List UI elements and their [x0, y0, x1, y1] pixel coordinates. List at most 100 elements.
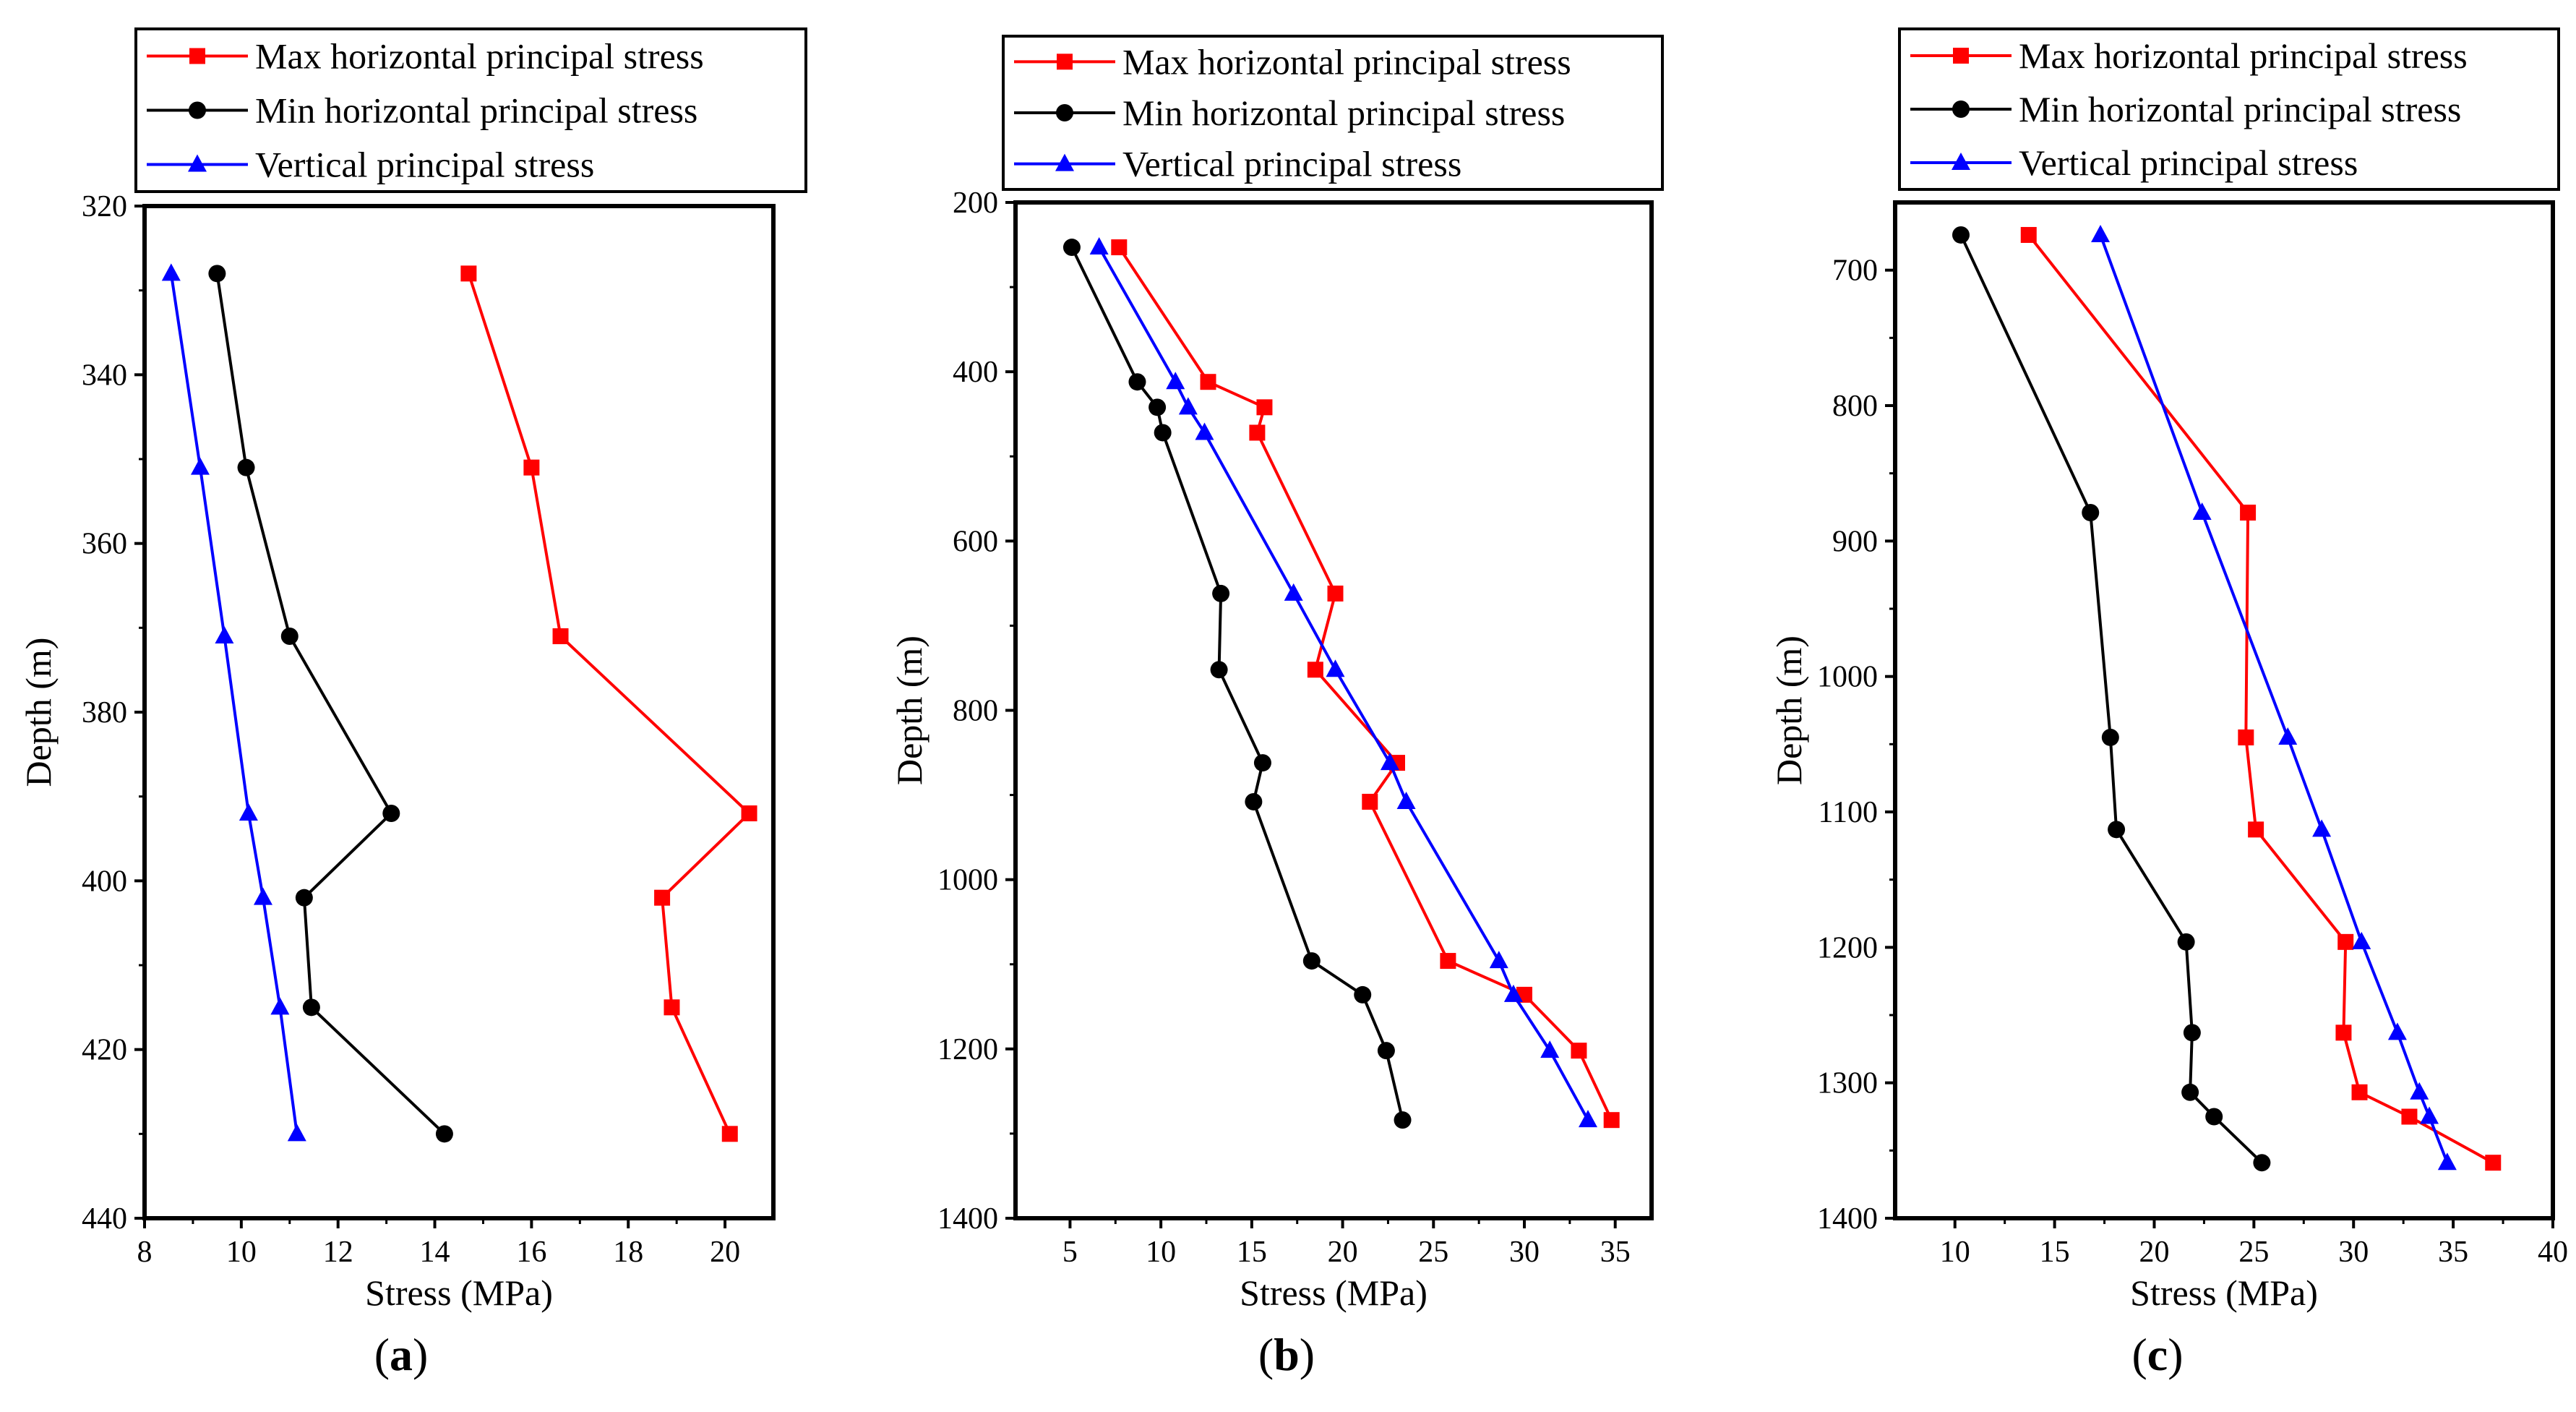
data-point-min — [2108, 821, 2126, 839]
series-line-max — [2027, 234, 2494, 1164]
y-tick-label: 900 — [1832, 525, 1878, 558]
panel-label: (c) — [2131, 1329, 2183, 1380]
y-tick-label: 1400 — [937, 1202, 998, 1236]
data-point-max — [1307, 662, 1323, 678]
data-point-min — [295, 889, 313, 907]
legend-label-vert: Vertical principal stress — [2019, 142, 2358, 183]
legend-marker-max — [1057, 54, 1073, 70]
y-tick-label: 700 — [1832, 254, 1878, 288]
x-tick-label: 25 — [1418, 1236, 1448, 1269]
data-point-vert — [239, 803, 258, 821]
data-point-vert — [161, 263, 181, 281]
series-vert — [1089, 237, 1597, 1128]
x-tick-label: 40 — [2538, 1236, 2568, 1269]
data-point-max — [1362, 793, 1378, 810]
x-tick-label: 18 — [613, 1236, 643, 1269]
data-point-vert — [1178, 397, 1198, 415]
series-min — [1952, 226, 2271, 1172]
y-tick-label: 600 — [953, 525, 998, 558]
legend-label-max: Max horizontal principal stress — [1122, 41, 1571, 82]
data-point-min — [1377, 1042, 1395, 1060]
data-point-max — [2401, 1108, 2418, 1125]
data-point-max — [1603, 1112, 1620, 1129]
y-tick-label: 440 — [82, 1202, 127, 1236]
data-point-vert — [2387, 1022, 2407, 1040]
y-tick-label: 1300 — [1817, 1067, 1878, 1100]
data-point-vert — [2352, 931, 2371, 949]
y-tick-label: 380 — [82, 696, 127, 729]
data-point-max — [1111, 239, 1128, 256]
legend-label-vert: Vertical principal stress — [1122, 144, 1461, 184]
series-line-max — [1117, 246, 1613, 1121]
series-vert — [161, 263, 306, 1142]
data-point-min — [1154, 424, 1172, 442]
data-point-vert — [2420, 1106, 2439, 1124]
y-tick-label: 400 — [82, 865, 127, 898]
plot-frame — [1013, 200, 1654, 1220]
panel-a: 8 10 12 14 16 18 20 320 340 360 380 400 420 440 Stress… — [18, 27, 807, 1380]
legend-marker-max — [189, 48, 205, 64]
series-line-min — [1959, 234, 2263, 1164]
y-axis-label: Depth (m) — [889, 636, 929, 785]
legend-label-vert: Vertical principal stress — [255, 145, 594, 185]
x-axis-label: Stress (MPa) — [2130, 1272, 2318, 1313]
data-point-max — [2240, 504, 2257, 521]
data-point-vert — [2091, 224, 2111, 242]
data-point-min — [1210, 661, 1228, 679]
data-point-min — [2101, 728, 2119, 746]
data-point-min — [2205, 1108, 2223, 1126]
series-line-max — [467, 273, 752, 1135]
data-point-min — [435, 1125, 453, 1143]
panel-label: (a) — [374, 1329, 429, 1380]
data-point-min — [1302, 952, 1321, 970]
data-point-vert — [270, 997, 290, 1015]
data-point-vert — [1089, 237, 1109, 255]
y-axis-label: Depth (m) — [18, 638, 59, 787]
data-point-vert — [2192, 502, 2212, 520]
y-axis-label: Depth (m) — [1769, 636, 1809, 785]
data-point-min — [382, 805, 400, 822]
plot-frame — [142, 204, 776, 1220]
data-point-max — [1256, 399, 1273, 416]
x-tick-label: 20 — [1328, 1236, 1358, 1269]
legend-label-min: Min horizontal principal stress — [2019, 89, 2461, 129]
x-tick-label: 5 — [1062, 1236, 1078, 1269]
data-point-min — [1245, 792, 1263, 810]
data-point-max — [1571, 1043, 1587, 1059]
legend-label-max: Max horizontal principal stress — [255, 36, 704, 77]
x-tick-label: 10 — [226, 1236, 257, 1269]
data-point-vert — [1396, 791, 1416, 809]
y-tick-label: 1000 — [1817, 661, 1878, 694]
data-point-min — [1253, 754, 1271, 772]
data-point-max — [2335, 1024, 2352, 1041]
x-tick-label: 8 — [137, 1236, 153, 1269]
data-point-max — [2238, 729, 2254, 745]
legend-marker-min — [189, 101, 206, 119]
x-tick-label: 16 — [516, 1236, 546, 1269]
legend-label-max: Max horizontal principal stress — [2019, 35, 2468, 76]
x-tick-label: 10 — [1146, 1236, 1176, 1269]
data-point-vert — [2437, 1152, 2457, 1171]
series-max — [2020, 226, 2502, 1171]
legend: Max horizontal principal stress Min horiz… — [1898, 27, 2560, 191]
data-point-min — [302, 998, 320, 1017]
data-point-max — [1327, 585, 1344, 602]
data-point-vert — [1503, 984, 1523, 1002]
x-tick-label: 15 — [2040, 1236, 2070, 1269]
x-axis-label: Stress (MPa) — [365, 1272, 553, 1313]
data-point-min — [2253, 1154, 2271, 1172]
data-point-min — [2177, 933, 2195, 951]
data-point-min — [1062, 239, 1081, 257]
x-tick-label: 20 — [710, 1236, 740, 1269]
data-point-max — [2351, 1084, 2368, 1100]
legend-label-min: Min horizontal principal stress — [255, 90, 697, 131]
data-point-vert — [1489, 951, 1508, 969]
legend-marker-vert — [1952, 153, 1970, 170]
data-point-max — [2485, 1155, 2502, 1171]
data-point-min — [2181, 1083, 2199, 1101]
data-point-min — [237, 458, 255, 476]
legend: Max horizontal principal stress Min horiz… — [134, 27, 807, 193]
legend-label-min: Min horizontal principal stress — [1122, 93, 1565, 133]
data-point-vert — [1166, 372, 1185, 390]
data-point-min — [2183, 1024, 2201, 1042]
